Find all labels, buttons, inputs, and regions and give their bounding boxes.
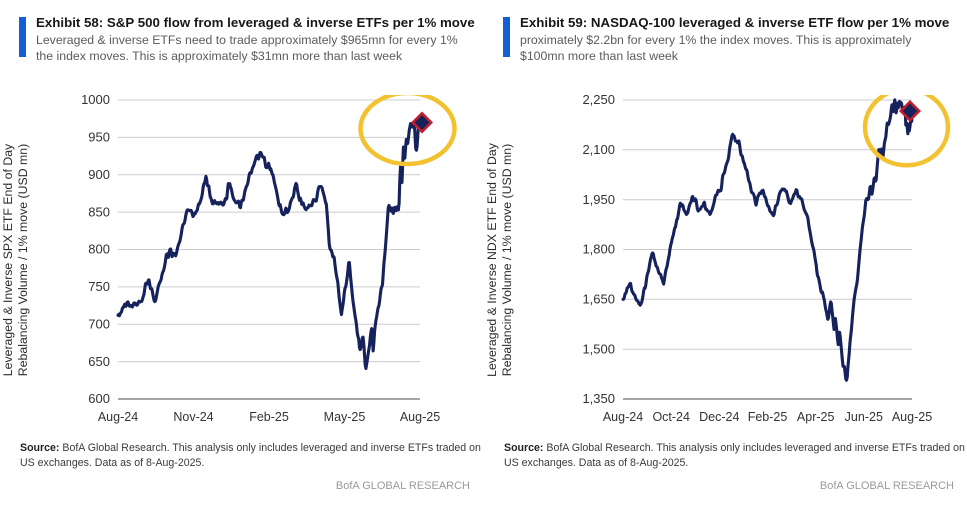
svg-text:Aug-24: Aug-24 [603,410,643,424]
svg-text:Feb-25: Feb-25 [748,410,788,424]
svg-text:Feb-25: Feb-25 [249,410,289,424]
svg-text:700: 700 [88,316,110,331]
svg-text:750: 750 [88,279,110,294]
svg-text:Apr-25: Apr-25 [797,410,835,424]
svg-text:1,350: 1,350 [582,391,615,406]
svg-text:2,250: 2,250 [582,95,615,107]
svg-text:May-25: May-25 [324,410,366,424]
svg-text:950: 950 [88,130,110,145]
svg-text:Nov-24: Nov-24 [173,410,213,424]
svg-text:Aug-25: Aug-25 [400,410,440,424]
svg-text:Rebalancing Volume / 1% move (: Rebalancing Volume / 1% move (USD mn) [16,144,30,376]
svg-text:Jun-25: Jun-25 [845,410,883,424]
svg-text:1000: 1000 [81,95,110,107]
svg-text:1,950: 1,950 [582,192,615,207]
svg-text:900: 900 [88,167,110,182]
svg-text:1,650: 1,650 [582,292,615,307]
svg-text:Oct-24: Oct-24 [652,410,690,424]
svg-text:Dec-24: Dec-24 [699,410,739,424]
svg-text:1,500: 1,500 [582,341,615,356]
svg-text:650: 650 [88,354,110,369]
svg-text:1,800: 1,800 [582,242,615,257]
svg-text:800: 800 [88,242,110,257]
svg-text:850: 850 [88,204,110,219]
svg-text:Rebalancing Volume / 1% move (: Rebalancing Volume / 1% move (USD mn) [500,144,514,376]
svg-text:Aug-24: Aug-24 [98,410,138,424]
svg-text:Leveraged & Inverse SPX ETF En: Leveraged & Inverse SPX ETF End of Day [1,143,15,376]
svg-text:2,100: 2,100 [582,142,615,157]
svg-text:Leveraged & Inverse NDX ETF En: Leveraged & Inverse NDX ETF End of Day [485,142,499,377]
svg-text:600: 600 [88,391,110,406]
svg-text:Aug-25: Aug-25 [892,410,932,424]
